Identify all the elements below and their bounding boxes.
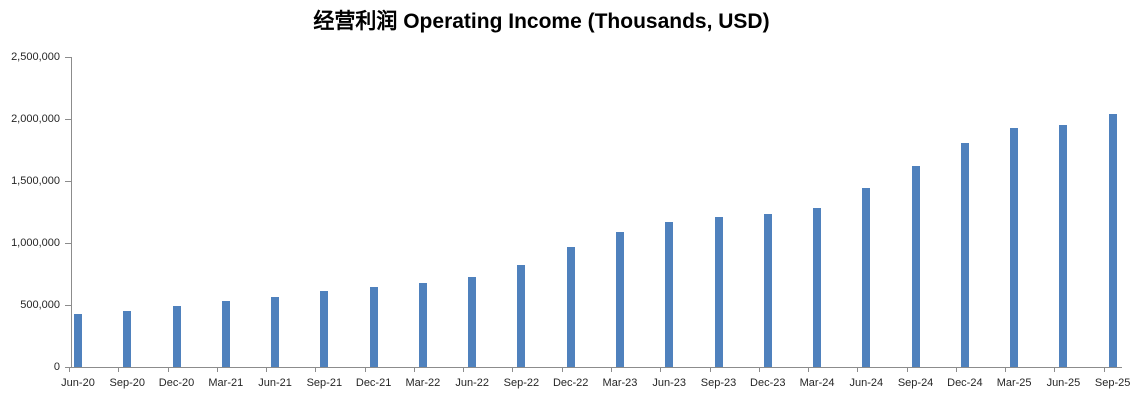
bar xyxy=(221,301,230,367)
x-tick-label: Mar-21 xyxy=(208,377,244,389)
x-axis-tick xyxy=(463,368,465,372)
x-tick-label: Sep-23 xyxy=(700,377,737,389)
x-tick-label: Dec-23 xyxy=(750,377,786,389)
bar xyxy=(369,286,378,367)
bar xyxy=(813,208,822,367)
x-axis-tick xyxy=(69,368,70,372)
x-tick-label: Jun-24 xyxy=(849,377,884,389)
x-tick-label: Dec-24 xyxy=(947,377,983,389)
x-tick-label: Dec-22 xyxy=(552,377,589,389)
bar xyxy=(960,143,969,367)
x-tick-label: Sep-21 xyxy=(306,377,343,389)
bar xyxy=(123,311,132,367)
x-axis-tick xyxy=(610,368,612,372)
x-axis-tick xyxy=(857,368,859,372)
bar xyxy=(517,265,526,367)
bar xyxy=(714,216,723,367)
x-axis-tick xyxy=(364,368,366,372)
x-tick-label: Jun-25 xyxy=(1046,377,1081,389)
bar xyxy=(862,187,871,367)
bar xyxy=(418,282,427,367)
x-tick-label: Jun-20 xyxy=(61,377,95,389)
x-axis-tick xyxy=(1054,368,1056,372)
bar xyxy=(566,247,575,367)
x-tick-label: Dec-20 xyxy=(158,377,195,389)
x-axis-tick xyxy=(118,368,120,372)
x-tick-label: Sep-24 xyxy=(897,377,934,389)
x-tick-label: Jun-22 xyxy=(455,377,489,389)
y-tick-label: 1,000,000 xyxy=(11,236,60,249)
x-tick-label: Dec-21 xyxy=(355,377,392,389)
x-axis-tick xyxy=(561,368,563,372)
x-tick-label: Jun-21 xyxy=(258,377,292,389)
x-axis-tick xyxy=(660,368,662,372)
x-axis-tick xyxy=(758,368,760,372)
bar xyxy=(74,314,82,367)
x-axis-line xyxy=(71,367,1122,368)
x-tick-label: Mar-24 xyxy=(799,377,835,389)
x-axis-tick xyxy=(413,368,415,372)
bar xyxy=(1010,127,1019,367)
bar xyxy=(665,221,674,367)
bar xyxy=(468,277,477,367)
x-axis-tick xyxy=(709,368,711,372)
y-tick-label: 1,500,000 xyxy=(11,174,60,187)
x-axis-tick xyxy=(512,368,514,372)
y-axis-tick xyxy=(65,242,71,244)
x-axis-tick xyxy=(1005,368,1007,372)
x-axis-tick xyxy=(167,368,169,372)
x-axis-tick xyxy=(808,368,810,372)
x-tick-label: Mar-25 xyxy=(996,377,1032,389)
bar xyxy=(615,232,624,367)
y-axis-tick xyxy=(65,180,71,182)
x-axis-tick xyxy=(906,368,908,372)
bar xyxy=(1108,114,1117,367)
bar xyxy=(1059,124,1068,367)
bar xyxy=(763,213,772,367)
bar xyxy=(172,305,181,367)
y-tick-label: 500,000 xyxy=(20,298,60,311)
x-tick-label: Mar-23 xyxy=(602,377,638,389)
y-tick-label: 2,000,000 xyxy=(11,112,60,125)
x-tick-label: Sep-22 xyxy=(503,377,540,389)
bar xyxy=(320,291,329,367)
x-axis-tick xyxy=(266,368,268,372)
bar xyxy=(271,297,280,367)
x-axis-tick xyxy=(1103,368,1105,372)
bar xyxy=(911,166,920,367)
y-axis-tick xyxy=(65,118,71,120)
x-tick-label: Sep-25 xyxy=(1094,377,1131,389)
y-axis-tick xyxy=(65,304,71,306)
chart-title: 经营利润 Operating Income (Thousands, USD) xyxy=(313,10,770,33)
y-tick-label: 2,500,000 xyxy=(11,50,60,63)
x-tick-label: Mar-22 xyxy=(405,377,441,389)
x-axis-tick xyxy=(315,368,317,372)
y-tick-label: 0 xyxy=(53,361,60,373)
y-axis-tick xyxy=(65,56,71,58)
x-tick-label: Jun-23 xyxy=(652,377,687,389)
x-tick-label: Sep-20 xyxy=(109,377,145,389)
y-axis-line xyxy=(71,56,72,368)
y-axis-tick xyxy=(65,367,71,368)
x-axis-tick xyxy=(216,368,218,372)
x-axis-tick xyxy=(955,368,957,372)
